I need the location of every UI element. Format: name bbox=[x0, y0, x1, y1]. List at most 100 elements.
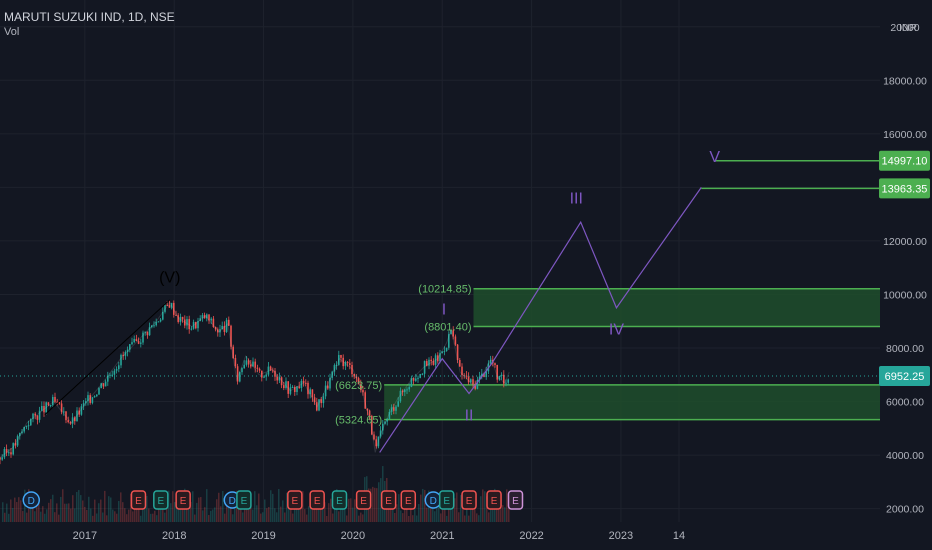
volume-bar bbox=[256, 505, 258, 522]
volume-bar bbox=[476, 513, 478, 522]
wave-label-v[interactable]: (V) bbox=[159, 269, 180, 286]
volume-bar bbox=[94, 499, 96, 522]
earnings-marker[interactable] bbox=[438, 490, 455, 510]
candle-body bbox=[135, 338, 138, 342]
volume-bar bbox=[466, 507, 468, 522]
volume-indicator-label[interactable]: Vol bbox=[4, 26, 20, 38]
dividend-marker[interactable] bbox=[22, 491, 41, 509]
candle-body bbox=[41, 406, 43, 411]
volume-bar bbox=[350, 498, 352, 522]
volume-bar bbox=[496, 509, 498, 522]
volume-bar bbox=[8, 513, 10, 522]
earnings-marker[interactable] bbox=[309, 490, 325, 510]
volume-bar bbox=[186, 497, 188, 522]
volume-bar bbox=[286, 492, 288, 522]
candle-body bbox=[221, 325, 223, 330]
candle-body bbox=[434, 355, 437, 365]
volume-bar bbox=[200, 497, 202, 522]
candle-body bbox=[43, 406, 45, 413]
volume-bar bbox=[238, 504, 240, 522]
volume-bar bbox=[452, 509, 454, 522]
last-price-label: 6952.25 bbox=[885, 371, 925, 383]
volume-bar bbox=[2, 502, 4, 522]
candle-body bbox=[78, 410, 80, 415]
earnings-marker[interactable] bbox=[461, 490, 477, 510]
event-marker-label: D bbox=[430, 496, 437, 507]
candle-body bbox=[89, 395, 91, 403]
volume-bar bbox=[448, 498, 450, 522]
volume-bar bbox=[432, 505, 434, 522]
candle-body bbox=[69, 422, 72, 424]
trend-line[interactable] bbox=[44, 299, 171, 416]
event-marker-label: E bbox=[491, 496, 498, 507]
event-marker-label: E bbox=[241, 496, 248, 507]
earnings-marker[interactable] bbox=[287, 490, 303, 510]
time-axis[interactable] bbox=[0, 522, 932, 550]
volume-bar bbox=[120, 492, 122, 522]
volume-bar bbox=[290, 498, 292, 522]
fib-zone[interactable] bbox=[384, 384, 880, 420]
volume-bar bbox=[178, 500, 180, 522]
price-axis[interactable] bbox=[880, 0, 932, 550]
event-marker-label: E bbox=[385, 496, 392, 507]
earnings-marker[interactable] bbox=[355, 490, 372, 510]
volume-bar bbox=[54, 512, 56, 522]
earnings-marker[interactable] bbox=[400, 490, 417, 510]
candle-body bbox=[177, 315, 179, 322]
fib-zone[interactable] bbox=[473, 288, 880, 327]
volume-bar bbox=[260, 513, 262, 522]
earnings-marker[interactable] bbox=[236, 490, 252, 510]
wave-label-v[interactable]: V bbox=[709, 149, 720, 166]
candle-body bbox=[467, 375, 470, 383]
candle-body bbox=[503, 374, 505, 384]
candle-body bbox=[214, 326, 217, 330]
symbol-title[interactable]: MARUTI SUZUKI IND, 1D, NSE bbox=[4, 10, 175, 24]
wave-label-iii[interactable]: III bbox=[570, 190, 583, 207]
volume-bar bbox=[20, 500, 22, 522]
event-marker-label: E bbox=[291, 496, 298, 507]
candle-body bbox=[456, 344, 459, 360]
time-tick-label: 2017 bbox=[73, 530, 97, 542]
candle-body bbox=[111, 374, 113, 376]
candle-body bbox=[60, 403, 63, 412]
wave-label-iv[interactable]: IV bbox=[609, 322, 624, 339]
wave-label-i[interactable]: I bbox=[442, 302, 446, 319]
volume-bar bbox=[442, 505, 444, 522]
candle-body bbox=[393, 407, 395, 411]
candle-body bbox=[104, 381, 107, 387]
volume-bar bbox=[114, 511, 116, 522]
volume-bar bbox=[390, 498, 392, 522]
earnings-marker[interactable] bbox=[507, 490, 524, 510]
candle-body bbox=[32, 413, 34, 420]
volume-bar bbox=[504, 507, 506, 522]
volume-bar bbox=[446, 515, 448, 522]
earnings-marker[interactable] bbox=[331, 490, 348, 510]
candle-body bbox=[179, 316, 182, 322]
earnings-marker[interactable] bbox=[153, 490, 169, 510]
volume-bar bbox=[70, 508, 72, 522]
volume-bar bbox=[106, 515, 108, 522]
earnings-marker[interactable] bbox=[486, 490, 502, 510]
candle-body bbox=[263, 376, 265, 378]
volume-bar bbox=[10, 499, 12, 522]
volume-bar bbox=[16, 502, 18, 522]
candle-body bbox=[80, 406, 83, 415]
candle-body bbox=[100, 383, 102, 389]
candle-body bbox=[252, 361, 254, 367]
volume-bar bbox=[294, 505, 296, 522]
volume-bar bbox=[164, 512, 166, 522]
earnings-marker[interactable] bbox=[175, 490, 191, 510]
earnings-marker[interactable] bbox=[130, 490, 147, 510]
wave-label-ii[interactable]: II bbox=[465, 407, 474, 424]
wave-projection-path[interactable] bbox=[379, 187, 702, 453]
volume-bar bbox=[268, 507, 270, 522]
candle-body bbox=[481, 373, 483, 377]
volume-bar bbox=[288, 501, 290, 522]
volume-bar bbox=[118, 500, 120, 522]
volume-bar bbox=[352, 507, 354, 522]
earnings-marker[interactable] bbox=[380, 490, 397, 510]
candle-body bbox=[243, 364, 245, 369]
candle-body bbox=[494, 363, 496, 365]
